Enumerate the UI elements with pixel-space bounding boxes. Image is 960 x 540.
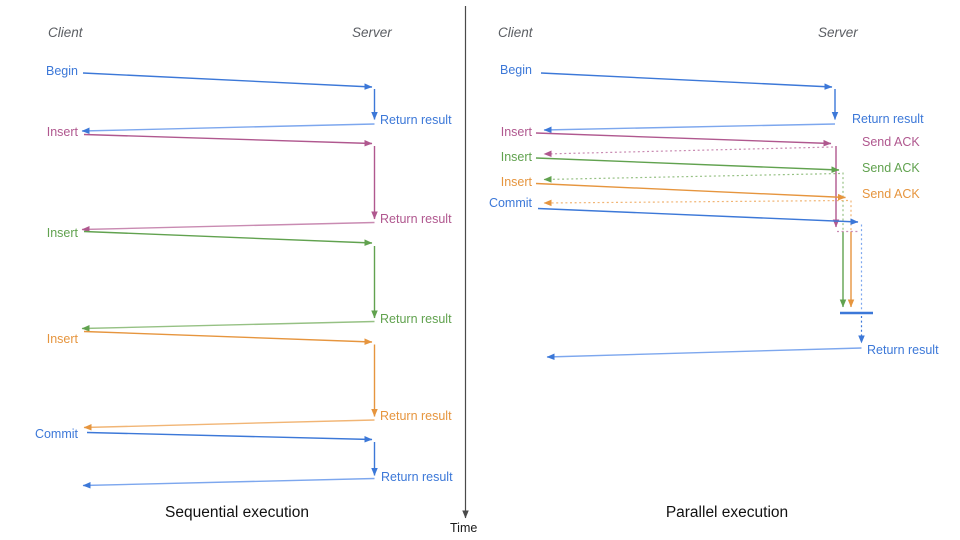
ack-line-dashed [543, 172, 841, 183]
seq-response-label-insert3: Return result [380, 408, 452, 423]
par-server-header: Server [818, 25, 858, 40]
seq-insert3-exchange [83, 330, 378, 431]
seq-op-label-insert2: Insert [46, 226, 78, 240]
seq-op-label-insert1: Insert [46, 125, 78, 139]
request-line [83, 230, 373, 246]
seq-response-label-insert2: Return result [380, 311, 452, 326]
response-line [81, 320, 375, 332]
request-line [540, 72, 833, 90]
request-line [86, 431, 373, 443]
par-op-label-begin: Begin [500, 63, 532, 77]
response-line [546, 347, 862, 361]
par-panel-title: Parallel execution [665, 504, 789, 521]
request-line [537, 207, 859, 225]
response-line [543, 123, 836, 134]
par-send-ack-label-insert3: Send ACK [862, 187, 920, 201]
response-line [81, 221, 375, 233]
par-begin-exchange [540, 72, 839, 134]
par-insert1-exchange [535, 132, 840, 228]
time-axis-label: Time [450, 521, 478, 535]
par-client-header: Client [498, 25, 533, 40]
par-op-label-insert2: Insert [500, 150, 532, 164]
seq-client-header: Client [48, 25, 83, 40]
response-line [81, 123, 375, 135]
seq-op-label-begin: Begin [46, 64, 78, 78]
request-line [82, 72, 373, 90]
seq-panel-title: Sequential execution [165, 504, 309, 521]
seq-begin-exchange [81, 72, 378, 135]
request-line [535, 132, 832, 147]
seq-commit-exchange [82, 431, 378, 489]
par-op-label-insert3: Insert [500, 175, 532, 189]
par-op-label-insert1: Insert [500, 125, 532, 139]
par-send-ack-label-insert2: Send ACK [862, 161, 920, 175]
seq-op-label-insert3: Insert [46, 332, 78, 346]
seq-response-label-insert1: Return result [380, 212, 452, 226]
seq-server-header: Server [352, 25, 392, 40]
response-line [83, 419, 375, 431]
seq-op-label-commit: Commit [34, 427, 78, 441]
request-line [83, 133, 373, 147]
par-commit-exchange [537, 207, 873, 361]
par-response-label-begin: Return result [852, 112, 924, 126]
ack-line-dashed [543, 146, 834, 158]
seq-insert1-exchange [81, 133, 378, 233]
par-send-ack-label-insert1: Send ACK [862, 135, 920, 149]
par-insert3-exchange [535, 182, 855, 308]
request-line [535, 157, 840, 173]
response-line [82, 477, 375, 489]
par-insert2-exchange [535, 157, 847, 308]
par-op-label-commit: Commit [488, 196, 532, 210]
request-line [83, 330, 373, 346]
seq-insert2-exchange [81, 230, 378, 332]
seq-response-label-begin: Return result [380, 113, 452, 127]
ack-line-dashed [543, 199, 849, 207]
par-response-label-commit: Return result [867, 343, 939, 357]
seq-response-label-commit: Return result [381, 469, 453, 484]
request-line [535, 182, 846, 201]
